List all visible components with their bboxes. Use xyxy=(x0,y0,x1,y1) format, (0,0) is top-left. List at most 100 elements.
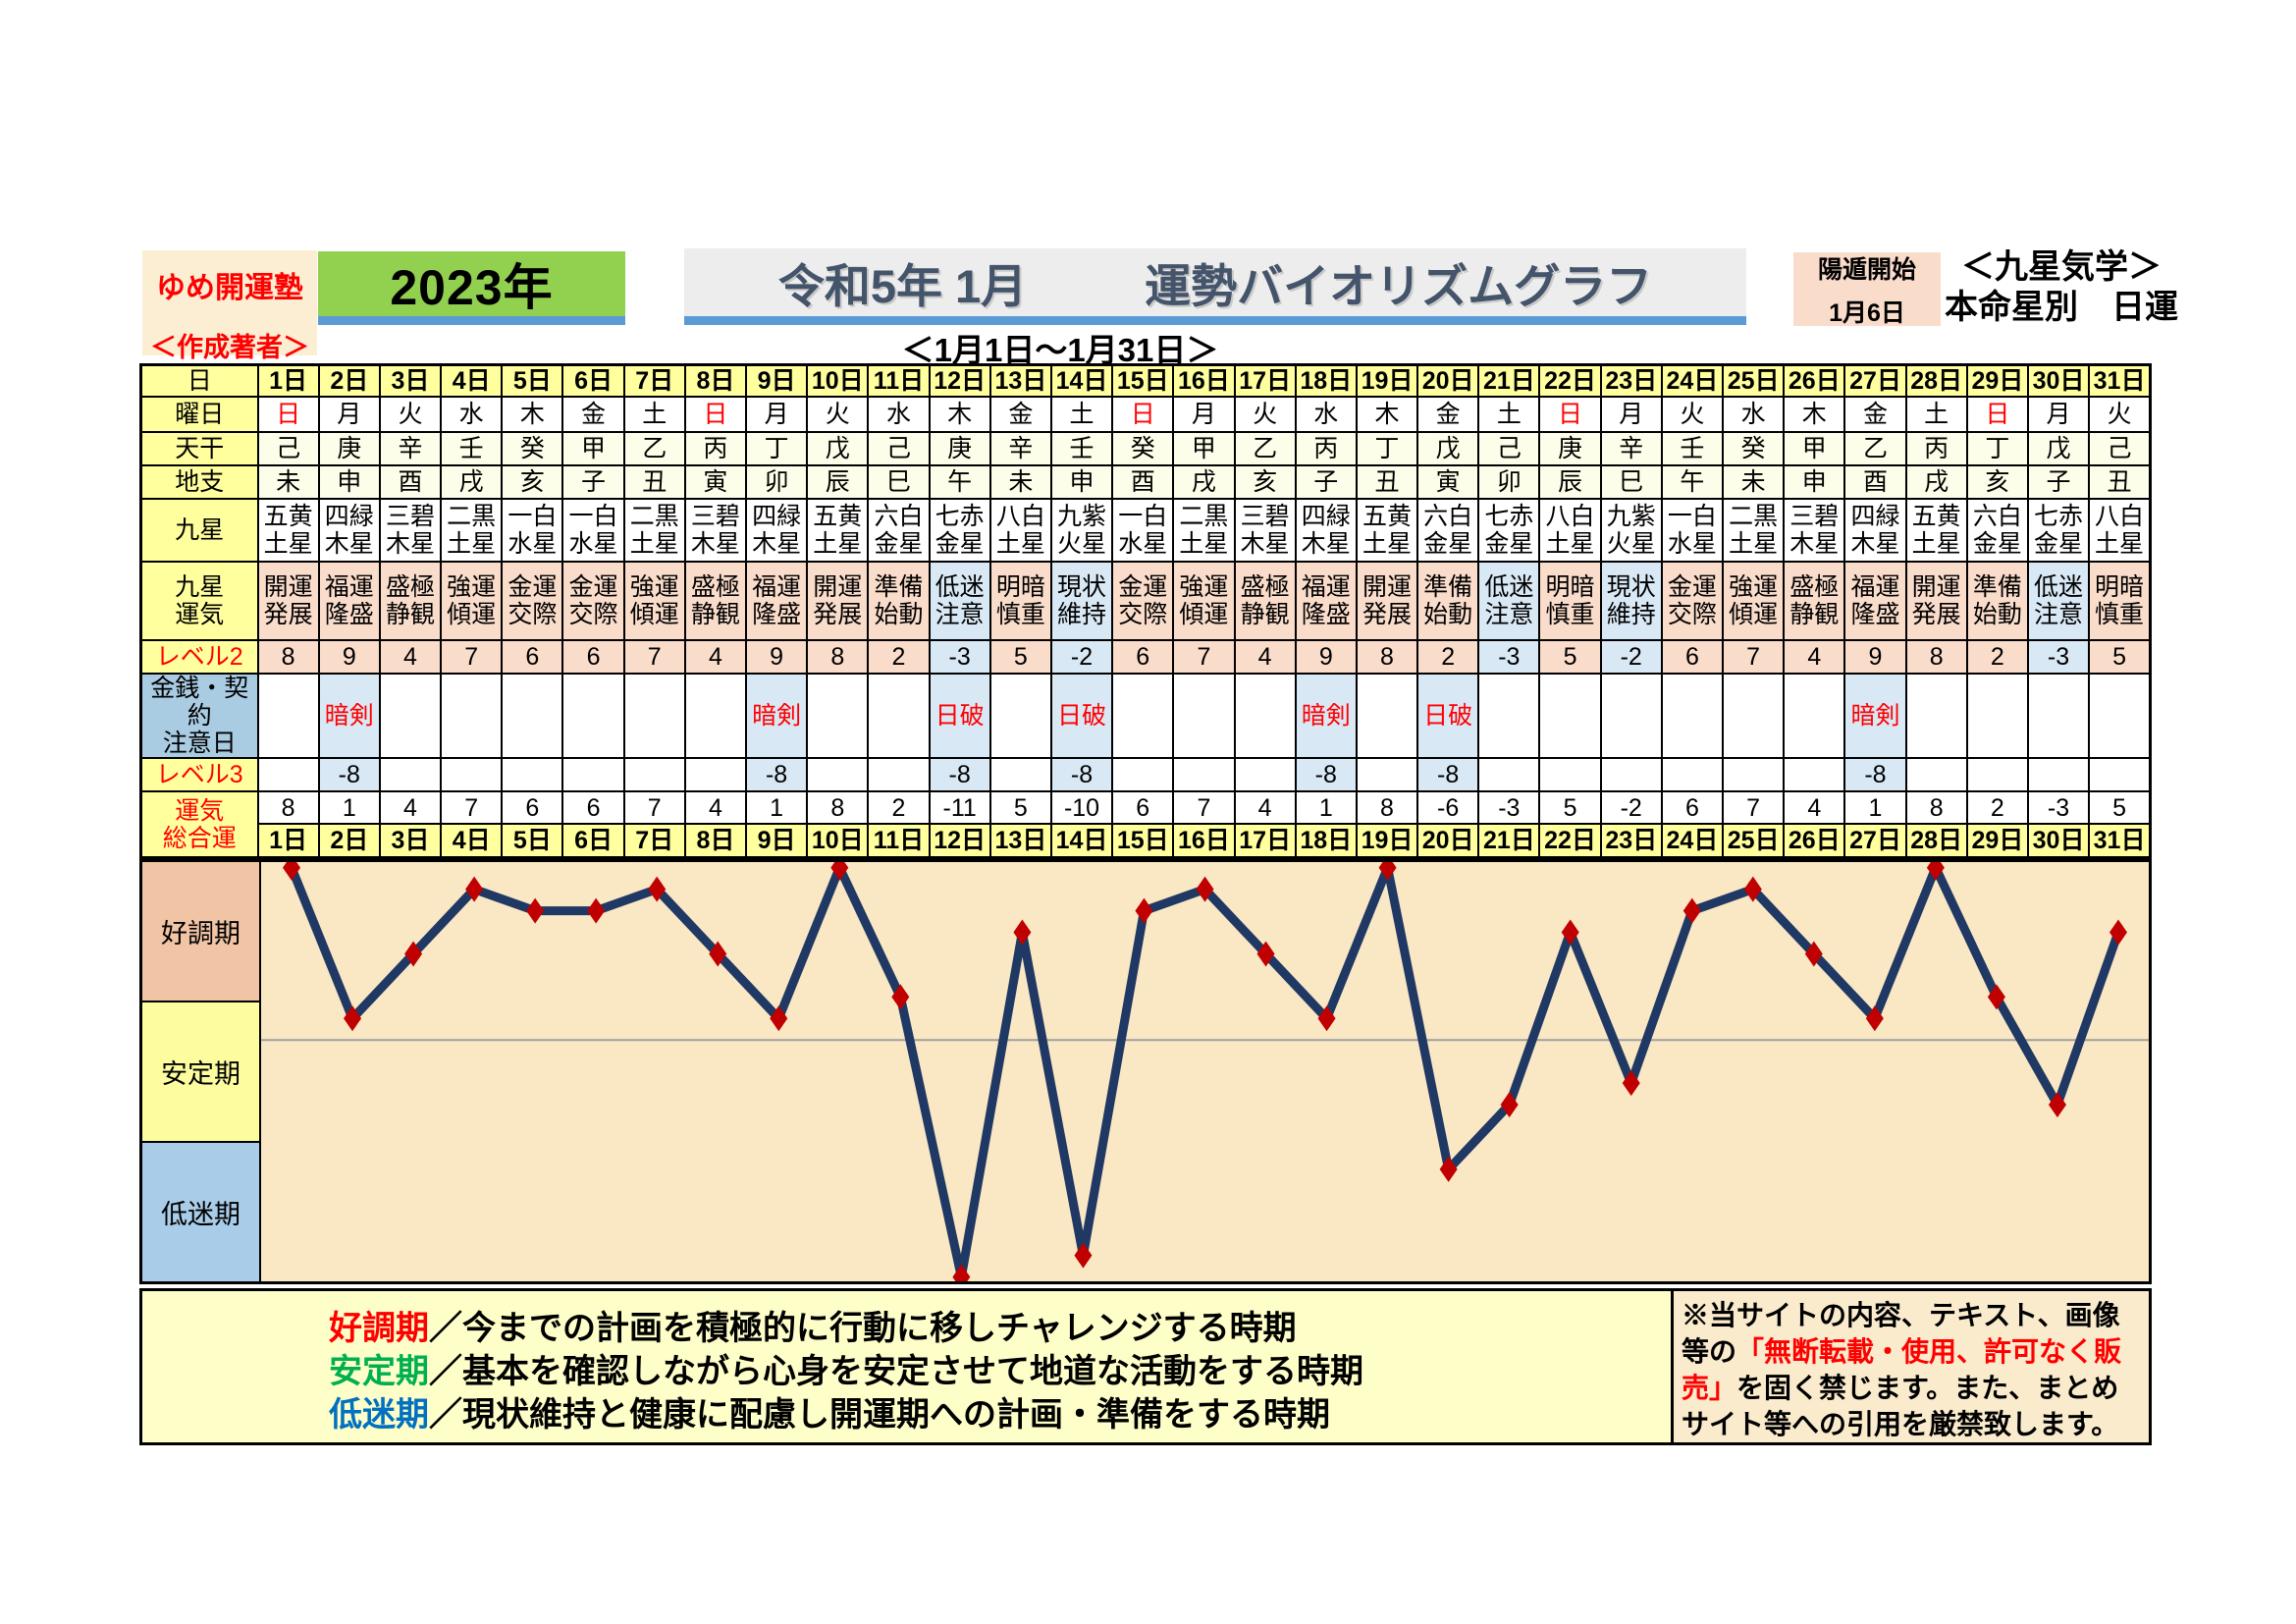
level2-cell: 4 xyxy=(378,639,443,675)
day-header-cell: 21日 xyxy=(1477,363,1541,398)
day-footer-cell: 25日 xyxy=(1721,823,1786,859)
day-header-cell: 17日 xyxy=(1233,363,1297,398)
caution-cell xyxy=(1660,673,1725,759)
level2-cell: 5 xyxy=(2088,639,2152,675)
data-point-marker xyxy=(2048,1092,2066,1118)
weekday-cell: 月 xyxy=(1172,396,1236,433)
branch-cell: 酉 xyxy=(1843,464,1907,500)
fortune-cell: 明暗 慎重 xyxy=(2088,561,2152,641)
total-cell: 5 xyxy=(988,790,1052,825)
school-sub: 本命星別 日運 xyxy=(1945,289,2178,326)
zone-legend: 好調期／今までの計画を積極的に行動に移しチャレンジする時期 安定期／基本を確認し… xyxy=(142,1291,1671,1442)
total-cell: -3 xyxy=(1477,790,1541,825)
star-cell: 三碧 木星 xyxy=(683,498,748,563)
total-cell: -3 xyxy=(2026,790,2091,825)
day-header-cell: 5日 xyxy=(501,363,564,398)
stem-cell: 丁 xyxy=(744,431,809,466)
weekday-cell: 木 xyxy=(1355,396,1419,433)
caution-cell xyxy=(806,673,870,759)
branch-cell: 子 xyxy=(2026,464,2091,500)
day-header-cell: 16日 xyxy=(1172,363,1236,398)
day-header-cell: 9日 xyxy=(744,363,809,398)
caution-cell xyxy=(256,673,320,759)
level3-cell xyxy=(1111,757,1175,792)
level2-cell: 7 xyxy=(1721,639,1786,675)
day-footer-cell: 13日 xyxy=(988,823,1052,859)
caution-cell xyxy=(2088,673,2152,759)
fortune-cell: 開運 発展 xyxy=(1904,561,1968,641)
author-label: ＜作成著者＞ xyxy=(150,333,309,362)
stem-cell: 己 xyxy=(2088,431,2152,466)
legend-desc-low: ／現状維持と健康に配慮し開運期への計画・準備をする時期 xyxy=(429,1396,1330,1434)
data-point-marker xyxy=(952,1264,971,1281)
row-label-star: 九星 xyxy=(139,498,259,563)
data-point-marker xyxy=(2109,919,2127,946)
data-point-marker xyxy=(587,897,606,924)
stem-cell: 乙 xyxy=(1233,431,1297,466)
day-header-cell: 1日 xyxy=(256,363,320,398)
caution-cell xyxy=(867,673,931,759)
weekday-cell: 土 xyxy=(1049,396,1114,433)
day-header-cell: 7日 xyxy=(622,363,686,398)
data-point-marker xyxy=(1926,862,1945,881)
level3-cell xyxy=(683,757,748,792)
total-cell: 5 xyxy=(2088,790,2152,825)
caution-cell: 日破 xyxy=(928,673,991,759)
stem-cell: 丙 xyxy=(683,431,748,466)
day-footer-cell: 28日 xyxy=(1904,823,1968,859)
level2-cell: 6 xyxy=(1111,639,1175,675)
day-header-cell: 19日 xyxy=(1355,363,1419,398)
day-header-cell: 10日 xyxy=(806,363,870,398)
level2-cell: -2 xyxy=(1599,639,1663,675)
weekday-cell: 日 xyxy=(1538,396,1602,433)
legend-term-low: 低迷期 xyxy=(329,1396,429,1434)
total-cell: 8 xyxy=(806,790,870,825)
notice-suffix: を固く禁じます。また、まとめサイト等への引用を厳禁致します。 xyxy=(1682,1373,2119,1439)
star-cell: 八白 土星 xyxy=(2088,498,2152,563)
day-footer-cell: 11日 xyxy=(867,823,931,859)
branch-cell: 戌 xyxy=(440,464,504,500)
biorhythm-chart: 好調期 安定期 低迷期 xyxy=(139,859,2152,1284)
branch-cell: 卯 xyxy=(1477,464,1541,500)
stem-cell: 己 xyxy=(256,431,320,466)
stem-cell: 甲 xyxy=(1172,431,1236,466)
branch-cell: 午 xyxy=(1660,464,1725,500)
day-footer-cell: 4日 xyxy=(440,823,504,859)
branch-cell: 卯 xyxy=(744,464,809,500)
caution-cell xyxy=(2026,673,2091,759)
fortune-cell: 強運 傾運 xyxy=(1172,561,1236,641)
star-cell: 二黒 土星 xyxy=(440,498,504,563)
day-footer-cell: 19日 xyxy=(1355,823,1419,859)
level3-cell xyxy=(1599,757,1663,792)
level2-cell: 2 xyxy=(1965,639,2029,675)
row-label-level2: レベル2 xyxy=(139,639,259,675)
title-main: 運勢バイオリズムグラフ xyxy=(1145,260,1653,312)
caution-cell: 日破 xyxy=(1049,673,1114,759)
data-point-marker xyxy=(1439,1156,1458,1182)
star-cell: 二黒 土星 xyxy=(1172,498,1236,563)
fortune-cell: 金運 交際 xyxy=(561,561,625,641)
level2-cell: 6 xyxy=(1660,639,1725,675)
fortune-cell: 福運 隆盛 xyxy=(317,561,381,641)
total-cell: 7 xyxy=(440,790,504,825)
total-cell: 1 xyxy=(1294,790,1358,825)
caution-cell xyxy=(1783,673,1846,759)
weekday-cell: 火 xyxy=(378,396,443,433)
level3-cell: -8 xyxy=(1416,757,1480,792)
year-badge: 2023年 xyxy=(318,251,625,316)
fortune-cell: 開運 発展 xyxy=(256,561,320,641)
fortune-cell: 現状 維持 xyxy=(1599,561,1663,641)
stem-cell: 丁 xyxy=(1355,431,1419,466)
day-header-cell: 27日 xyxy=(1843,363,1907,398)
level3-cell xyxy=(806,757,870,792)
branch-cell: 未 xyxy=(988,464,1052,500)
level3-cell xyxy=(2026,757,2091,792)
total-cell: 2 xyxy=(1965,790,2029,825)
weekday-cell: 水 xyxy=(867,396,931,433)
day-footer-cell: 16日 xyxy=(1172,823,1236,859)
weekday-cell: 土 xyxy=(1904,396,1968,433)
total-cell: -11 xyxy=(928,790,991,825)
day-footer-cell: 31日 xyxy=(2088,823,2152,859)
day-footer-cell: 14日 xyxy=(1049,823,1114,859)
